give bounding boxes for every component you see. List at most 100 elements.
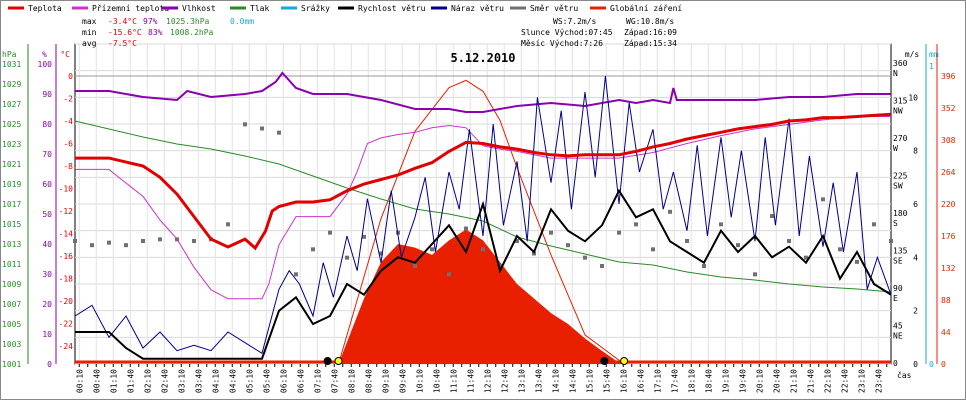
x-tick-label: 05:40 [262,369,271,393]
temperature-tick: -20 [59,297,74,306]
x-tick-label: 11:10 [449,369,458,393]
x-tick-label: 16:10 [619,369,628,393]
stat-ws: WS:7.2m/s [553,17,597,26]
wind-direction-point [311,247,315,252]
pressure-tick: 1023 [2,140,21,149]
wind-direction-point [158,237,162,242]
humidity-tick: 30 [42,270,52,279]
radiation-tick: 176 [941,232,956,241]
wind-direction-point [821,197,825,202]
wind-direction-point [430,247,434,252]
x-tick-label: 04:40 [228,369,237,393]
legend-label: Náraz větru [451,4,504,13]
pressure-tick: 1007 [2,300,21,309]
stat-min-temp: -15.6°C [108,28,142,37]
stat-min-press: 1008.2hPa [170,28,214,37]
radiation-tick: 396 [941,72,956,81]
x-tick-label: 17:10 [653,369,662,393]
series-line-tlak [74,120,892,293]
wind-direction-point [787,239,791,243]
x-axis-label: čas [897,370,912,380]
wind-direction-point [226,222,230,227]
legend-label: Tlak [250,4,269,13]
radiation-tick: 352 [941,104,956,113]
rain-tick: 0 [929,360,934,369]
wind-direction-point [685,239,689,243]
series-line-vlhkost [75,71,891,113]
stat-min-label: min [82,28,97,37]
stat-max-press: 1025.3hPa [166,17,210,26]
x-tick-label: 20:10 [755,369,764,393]
temperature-unit: °C [60,50,70,59]
wind-direction-point [447,272,451,277]
marker-moonset [600,357,609,365]
x-tick-label: 07:40 [330,369,339,393]
x-tick-label: 21:10 [789,369,798,393]
wind-dir-tick: 135 [893,247,908,256]
radiation-area [338,229,625,364]
legend-label: Globální záření [610,4,682,13]
wind-direction-point [651,247,655,252]
x-tick-label: 22:10 [823,369,832,393]
rain-unit: mm [929,50,939,59]
wind-speed-tick: 2 [913,307,918,316]
wind-direction-point [481,247,485,252]
rain-tick: 1 [929,62,934,71]
wind-speed-tick: 10 [908,93,918,102]
series-line-n-raz-v-tru [74,75,892,355]
pressure-tick: 1005 [2,320,21,329]
x-tick-label: 18:10 [687,369,696,393]
x-tick-label: 11:40 [466,369,475,393]
wind-direction-point [345,255,349,260]
wind-direction-point [141,239,145,243]
pressure-unit: hPa [2,50,17,59]
wind-direction-point [243,122,247,127]
wind-direction-point [889,239,893,243]
marker-moonrise [323,357,332,365]
temperature-tick: -24 [59,342,74,351]
wind-dir-label: NE [893,332,903,341]
wind-dir-tick: 180 [893,209,908,218]
stat-max-hum: 97% [143,17,158,26]
wind-direction-point [192,239,196,243]
wind-dir-label: E [893,294,898,303]
wind-direction-point [617,230,621,235]
marker-sunset [620,357,629,365]
x-tick-label: 10:10 [415,369,424,393]
wind-direction-point [668,209,672,214]
wind-direction-point [260,126,264,131]
x-tick-label: 20:40 [772,369,781,393]
x-tick-label: 03:10 [177,369,186,393]
x-tick-label: 23:10 [857,369,866,393]
wind-direction-point [362,234,366,239]
pressure-tick: 1015 [2,220,21,229]
wind-speed-tick: 4 [913,253,918,262]
wind-dir-tick: 0 [893,359,898,368]
wind-direction-point [549,230,553,235]
radiation-tick: 44 [941,328,951,337]
wind-direction-point [736,243,740,248]
temperature-tick: -14 [59,230,74,239]
wind-direction-point [804,255,808,260]
humidity-tick: 10 [42,330,52,339]
x-tick-label: 15:40 [602,369,611,393]
wind-direction-point [719,222,723,227]
x-tick-label: 14:10 [551,369,560,393]
temperature-tick: 0 [68,72,73,81]
theoretical-radiation-line [338,79,625,365]
x-tick-label: 09:10 [381,369,390,393]
wind-direction-point [872,222,876,227]
x-tick-label: 02:40 [160,369,169,393]
radiation-tick: 220 [941,200,956,209]
wind-direction-point [464,226,468,231]
wind-dir-tick: 45 [893,322,903,331]
wind-direction-point [634,222,638,227]
x-tick-label: 22:40 [840,369,849,393]
wind-dir-tick: 315 [893,97,908,106]
x-tick-label: 00:10 [75,369,84,393]
radiation-tick: 132 [941,264,956,273]
wind-dir-label: W [893,144,898,153]
pressure-tick: 1021 [2,160,21,169]
stat-avg-label: avg [82,39,97,48]
x-tick-label: 08:40 [364,369,373,393]
